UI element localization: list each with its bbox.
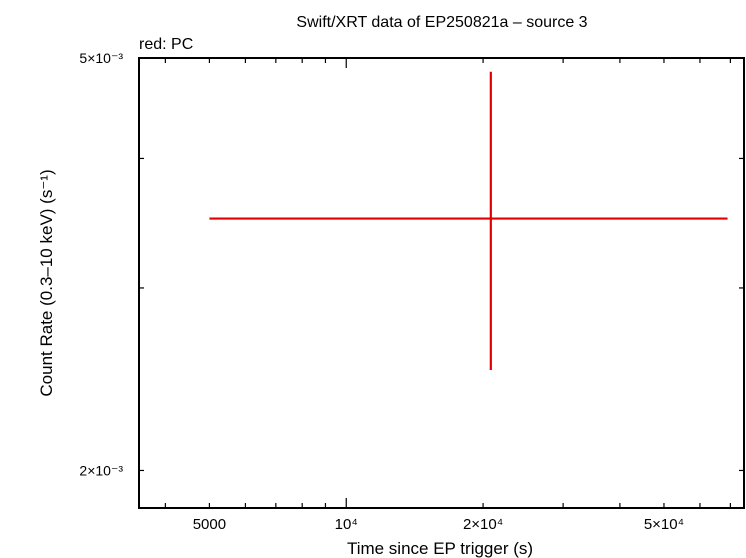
data-layer — [209, 71, 728, 371]
x-tick-label: 2×10⁴ — [463, 516, 503, 533]
chart-title: Swift/XRT data of EP250821a – source 3 — [296, 14, 587, 31]
plot-frame — [138, 57, 745, 509]
y-axis-label: Count Rate (0.3–10 keV) (s⁻¹) — [37, 169, 56, 396]
x-tick-label: 10⁴ — [335, 516, 358, 533]
x-tick-label: 5000 — [193, 516, 226, 533]
y-tick-label: 2×10⁻³ — [79, 462, 123, 478]
legend-label-pc: red: PC — [139, 36, 193, 53]
axis-ticks — [139, 57, 744, 508]
axis-tick-labels: 5000 10⁴ 2×10⁴ 5×10⁴ 2×10⁻³ 5×10⁻³ — [79, 50, 684, 533]
x-axis-label: Time since EP trigger (s) — [347, 539, 533, 558]
x-tick-label: 5×10⁴ — [644, 516, 684, 533]
y-tick-label: 5×10⁻³ — [79, 50, 123, 66]
